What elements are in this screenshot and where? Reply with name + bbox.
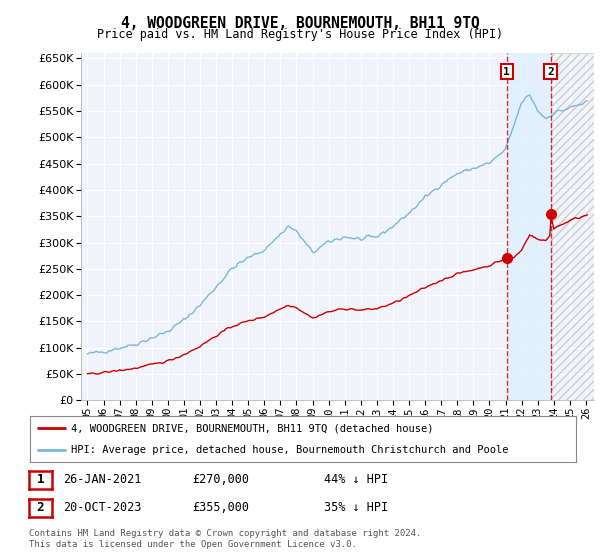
Text: 35% ↓ HPI: 35% ↓ HPI [324, 501, 388, 515]
Text: HPI: Average price, detached house, Bournemouth Christchurch and Poole: HPI: Average price, detached house, Bour… [71, 445, 508, 455]
Bar [551, 53, 594, 400]
Bar [551, 53, 594, 400]
Text: 26-JAN-2021: 26-JAN-2021 [63, 473, 142, 487]
Text: Price paid vs. HM Land Registry's House Price Index (HPI): Price paid vs. HM Land Registry's House … [97, 28, 503, 41]
Text: 20-OCT-2023: 20-OCT-2023 [63, 501, 142, 515]
Text: 2: 2 [37, 501, 44, 515]
Text: 2: 2 [547, 67, 554, 77]
Bar [507, 53, 551, 400]
Text: 1: 1 [503, 67, 510, 77]
Text: £270,000: £270,000 [192, 473, 249, 487]
Text: 4, WOODGREEN DRIVE, BOURNEMOUTH, BH11 9TQ (detached house): 4, WOODGREEN DRIVE, BOURNEMOUTH, BH11 9T… [71, 423, 433, 433]
Text: Contains HM Land Registry data © Crown copyright and database right 2024.
This d: Contains HM Land Registry data © Crown c… [29, 529, 421, 549]
Text: £355,000: £355,000 [192, 501, 249, 515]
Text: 1: 1 [37, 473, 44, 487]
Text: 4, WOODGREEN DRIVE, BOURNEMOUTH, BH11 9TQ: 4, WOODGREEN DRIVE, BOURNEMOUTH, BH11 9T… [121, 16, 479, 31]
Text: 44% ↓ HPI: 44% ↓ HPI [324, 473, 388, 487]
